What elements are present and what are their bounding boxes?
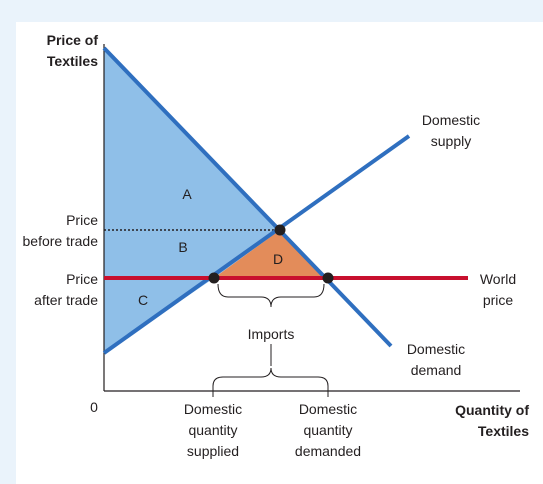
supply-label-line2: supply [431, 133, 471, 149]
quantity-supplied-point [208, 272, 220, 284]
quantity-demanded-label-line2: quantity [303, 422, 352, 438]
area-b-label: B [178, 239, 187, 255]
price-before-label-line1: Price [66, 212, 98, 228]
x-axis-title-line1: Quantity of [455, 402, 529, 418]
supply-label-line1: Domestic [422, 112, 480, 128]
quantity-supplied-label-line3: supplied [187, 443, 239, 459]
imports-brace [217, 283, 325, 308]
quantity-demanded-point [322, 272, 334, 284]
quantity-demanded-label-line1: Domestic [299, 401, 357, 417]
imports-label: Imports [248, 326, 295, 342]
demand-label-line1: Domestic [407, 341, 465, 357]
origin-label: 0 [90, 399, 98, 415]
quantity-range-brace [212, 367, 329, 387]
domestic-supply-curve [102, 134, 411, 355]
x-axis-title-line2: Textiles [478, 423, 529, 439]
quantity-demanded-label-line3: demanded [295, 443, 361, 459]
area-d-label: D [273, 251, 283, 267]
y-axis-title-line2: Textiles [47, 53, 98, 69]
gains-from-trade-area-d [214, 230, 328, 278]
area-c-label: C [138, 292, 148, 308]
world-price-label-line2: price [483, 292, 514, 308]
world-price-label-line1: World [480, 271, 516, 287]
quantity-supplied-label-line1: Domestic [184, 401, 242, 417]
quantity-supplied-label-line2: quantity [188, 422, 237, 438]
demand-label-line2: demand [411, 362, 462, 378]
equilibrium-before-trade-point [274, 224, 286, 236]
domestic-demand-curve [102, 46, 393, 348]
area-a-label: A [182, 186, 192, 202]
y-axis-title-line1: Price of [47, 32, 99, 48]
price-before-label-line2: before trade [23, 233, 99, 249]
price-after-label-line1: Price [66, 271, 98, 287]
price-after-label-line2: after trade [34, 292, 98, 308]
